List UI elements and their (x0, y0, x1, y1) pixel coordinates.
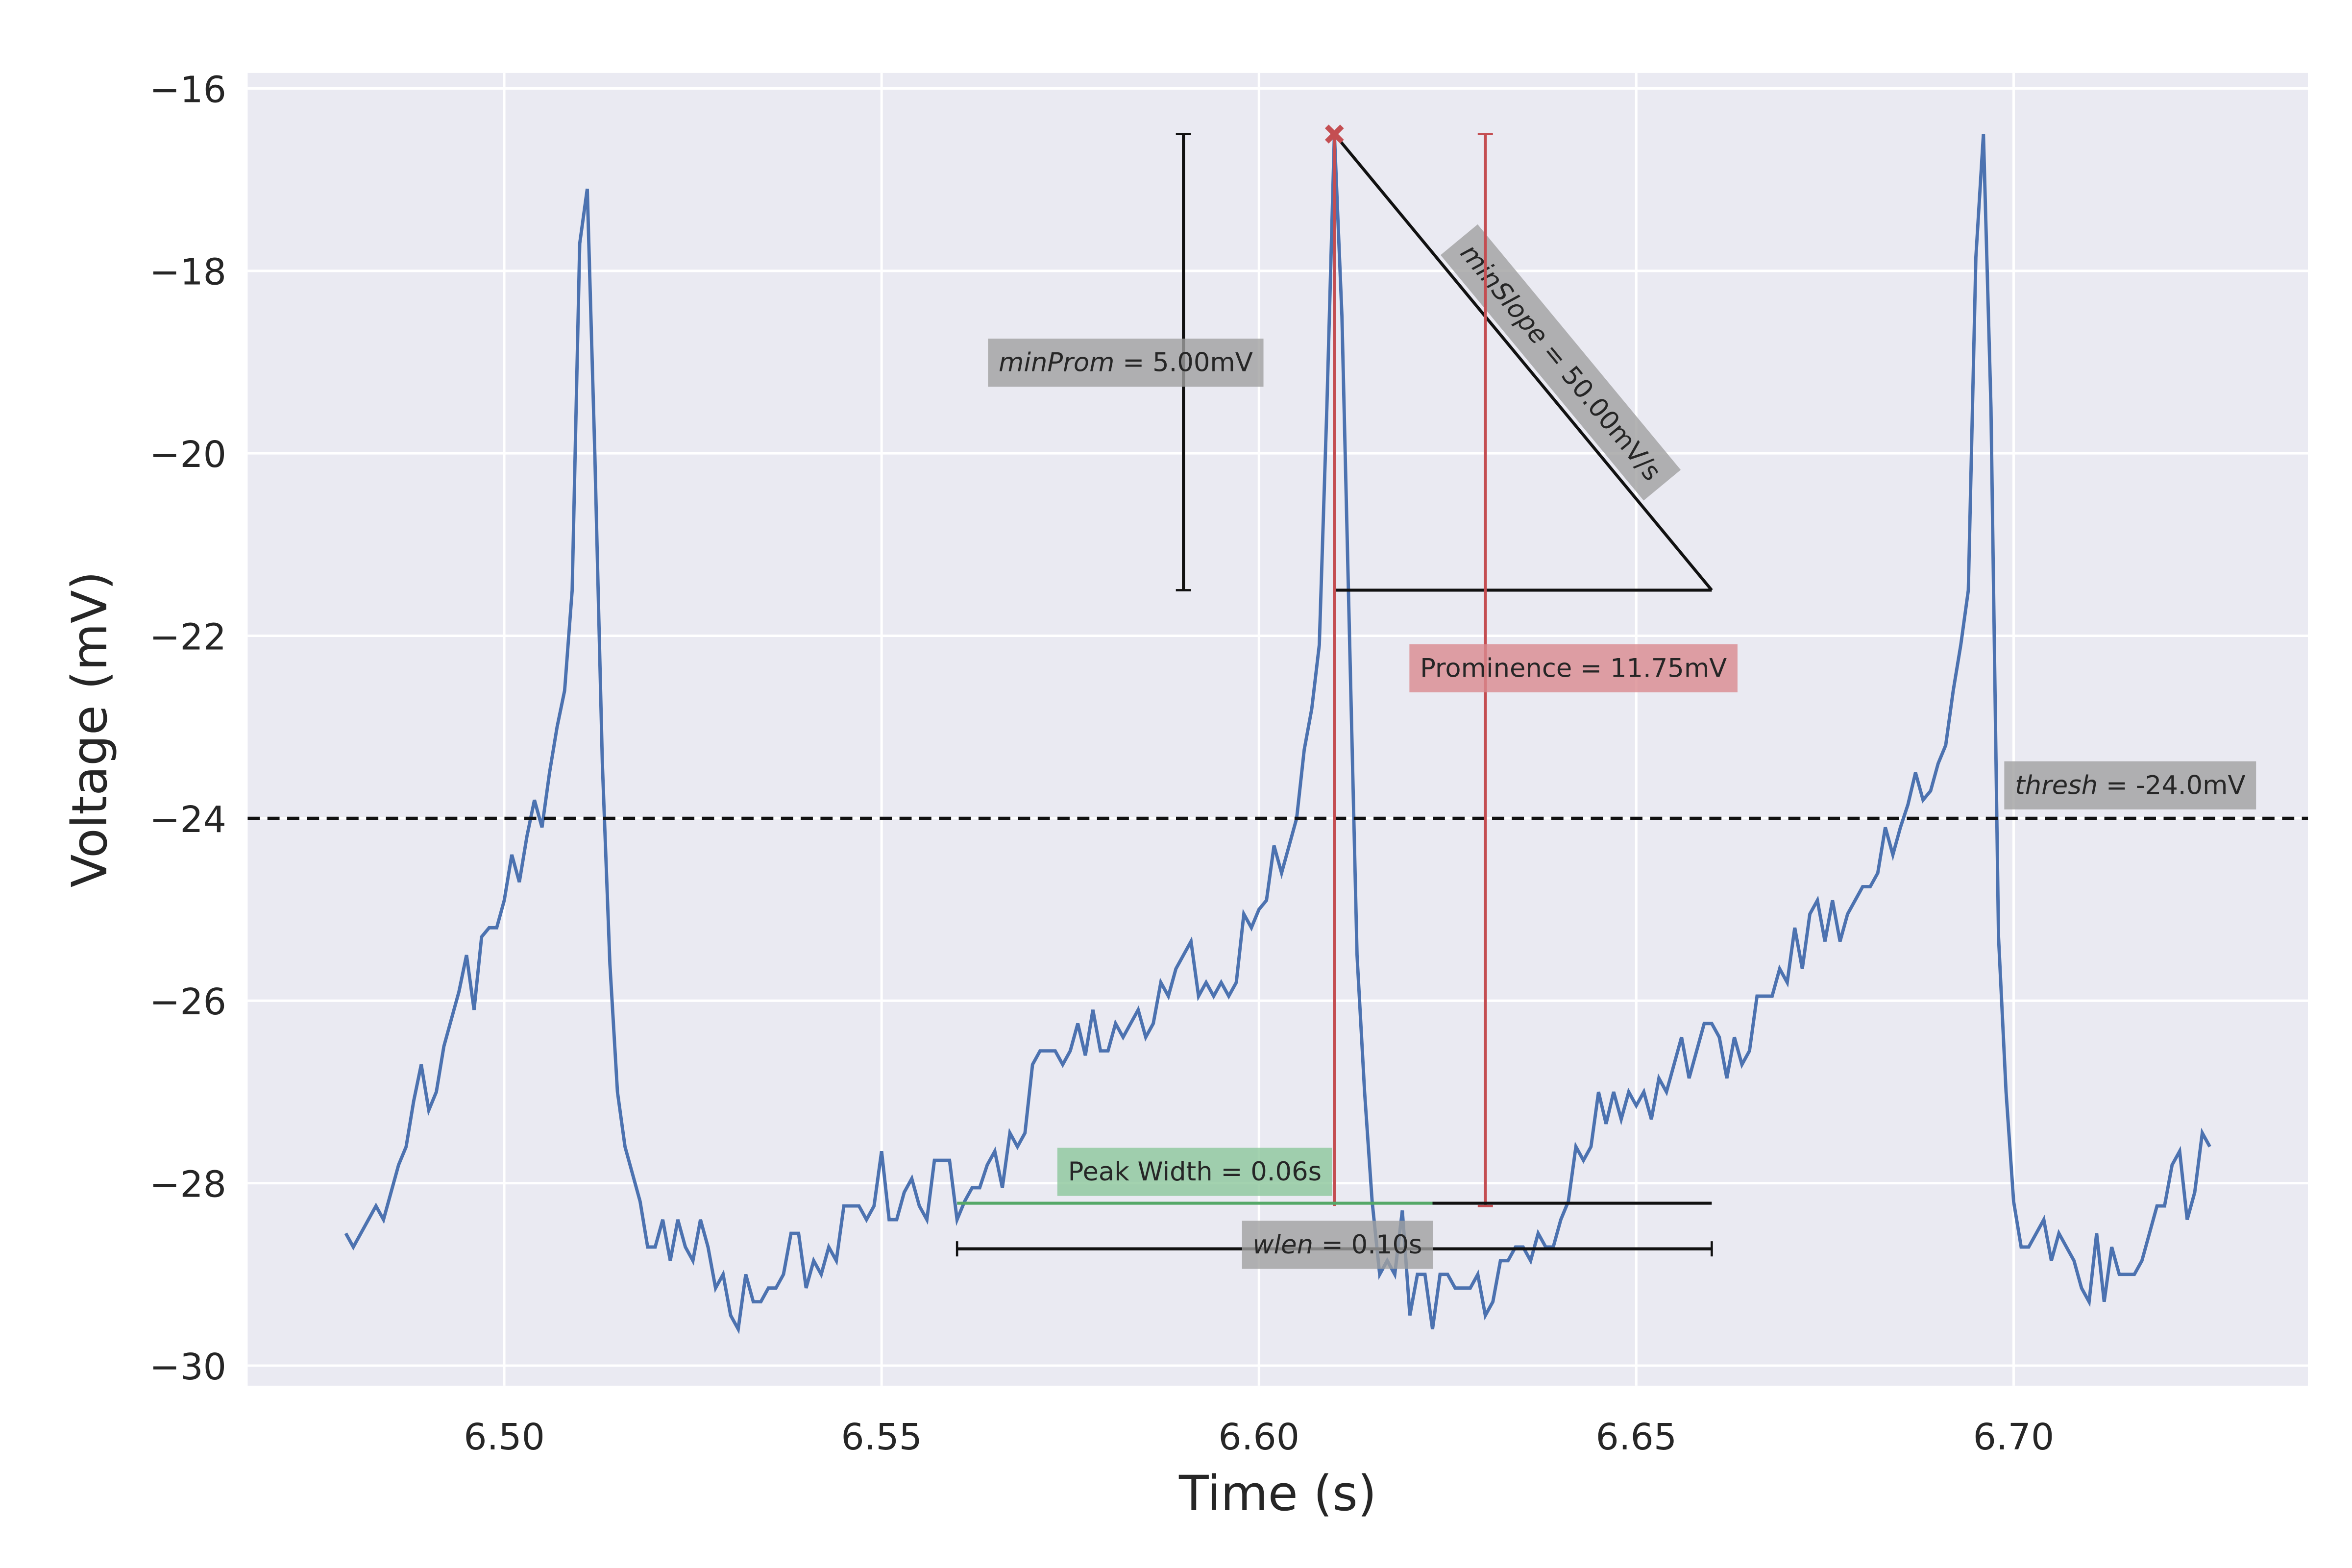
y-tick-label: −30 (149, 1346, 226, 1388)
label-part: wlen (1252, 1230, 1313, 1260)
annotation-label: wlen = 0.10s (1242, 1221, 1433, 1269)
x-tick-label: 6.65 (1595, 1416, 1677, 1458)
y-tick-label: −26 (149, 980, 226, 1023)
label-box (988, 339, 1264, 387)
label-box (1242, 1221, 1433, 1269)
label-text: Peak Width = 0.06s (1068, 1157, 1322, 1187)
label-box (1409, 644, 1738, 692)
label-part: Peak Width = 0.06s (1068, 1157, 1322, 1187)
label-part: = 0.10s (1313, 1230, 1422, 1260)
x-tick-label: 6.55 (841, 1416, 922, 1458)
y-tick-label: −18 (149, 251, 226, 294)
annotation-label: thresh = -24.0mV (2004, 761, 2256, 809)
label-box (1057, 1148, 1332, 1196)
annotation-label: Peak Width = 0.06s (1057, 1148, 1332, 1196)
label-text: wlen = 0.10s (1252, 1230, 1422, 1260)
label-text: thresh = -24.0mV (2015, 770, 2245, 800)
x-axis-label: Time (s) (1178, 1466, 1376, 1522)
label-part: minProm (999, 348, 1114, 378)
y-axis-label: Voltage (mV) (62, 571, 118, 888)
x-tick-label: 6.60 (1218, 1416, 1299, 1458)
label-part: thresh (2015, 770, 2098, 800)
label-text: Prominence = 11.75mV (1420, 653, 1727, 683)
y-tick-label: −24 (149, 798, 226, 841)
label-part: = -24.0mV (2098, 770, 2245, 800)
annotation-label: Prominence = 11.75mV (1409, 644, 1738, 692)
x-tick-label: 6.50 (464, 1416, 545, 1458)
y-tick-label: −20 (149, 433, 226, 476)
slope-line (1333, 133, 1713, 591)
label-box (1440, 224, 1681, 501)
annotation-label: minProm = 5.00mV (988, 339, 1264, 387)
y-tick-label: −16 (149, 68, 226, 111)
label-box (2004, 761, 2256, 809)
label-part: = 5.00mV (1114, 348, 1252, 378)
x-tick-label: 6.70 (1973, 1416, 2055, 1458)
label-text: minProm = 5.00mV (999, 348, 1253, 378)
y-tick-label: −28 (149, 1163, 226, 1206)
voltage-line (344, 134, 2211, 1335)
peak-marker (1324, 124, 1344, 144)
y-tick-label: −22 (149, 615, 226, 658)
label-part: Prominence = 11.75mV (1420, 653, 1727, 683)
